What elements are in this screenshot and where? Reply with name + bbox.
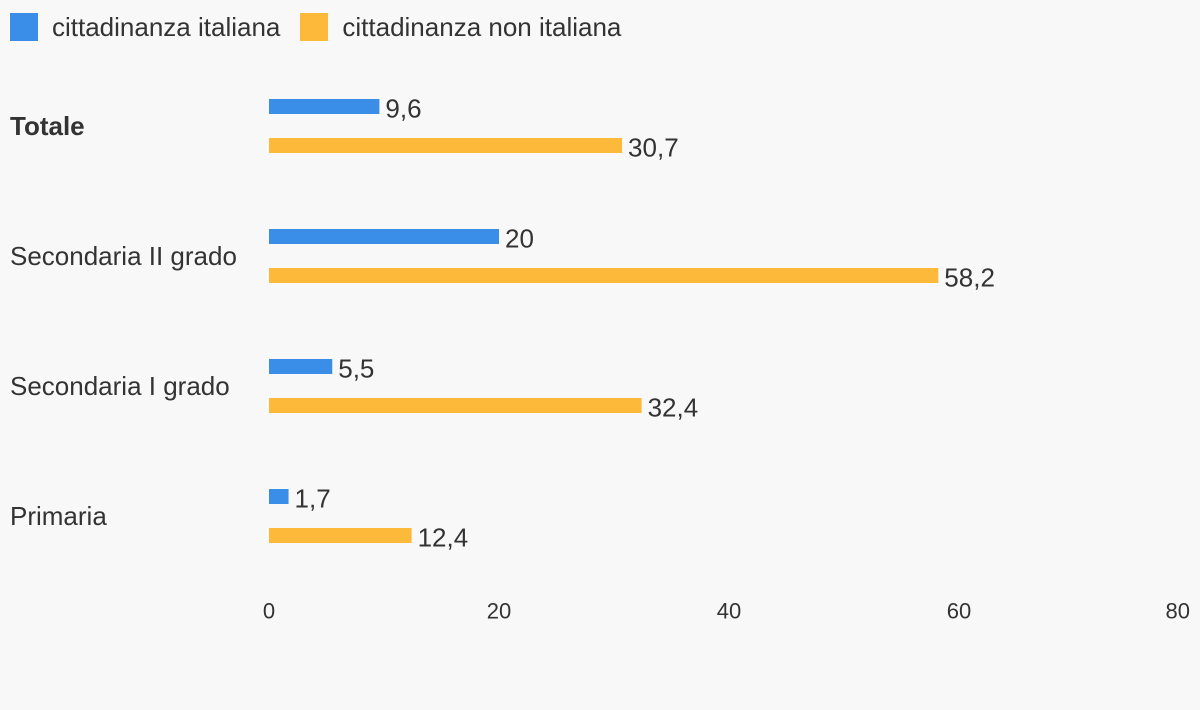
legend-swatch-cittadinanza-non-italiana — [300, 13, 329, 41]
x-tick-label: 0 — [263, 599, 275, 624]
value-label-cittadinanza-italiana-secondaria-ii-grado: 20 — [505, 224, 534, 254]
value-label-cittadinanza-italiana-secondaria-i-grado: 5,5 — [338, 354, 374, 384]
bar-cittadinanza-non-italiana-secondaria-ii-grado[interactable] — [269, 268, 939, 283]
category-label-secondaria-ii-grado: Secondaria II grado — [10, 241, 237, 271]
bar-cittadinanza-non-italiana-secondaria-i-grado[interactable] — [269, 398, 642, 413]
category-label-secondaria-i-grado: Secondaria I grado — [10, 371, 230, 401]
bar-cittadinanza-italiana-totale[interactable] — [269, 99, 380, 114]
value-label-cittadinanza-non-italiana-secondaria-i-grado: 32,4 — [648, 393, 699, 423]
legend-item-cittadinanza-non-italiana[interactable]: cittadinanza non italiana — [300, 12, 621, 43]
category-label-primaria: Primaria — [10, 501, 107, 531]
value-label-cittadinanza-non-italiana-totale: 30,7 — [628, 133, 679, 163]
legend-label-cittadinanza-italiana: cittadinanza italiana — [52, 11, 281, 42]
x-tick-label: 60 — [947, 599, 971, 624]
category-label-totale: Totale — [10, 111, 85, 141]
bar-cittadinanza-italiana-secondaria-ii-grado[interactable] — [269, 229, 499, 244]
bar-cittadinanza-non-italiana-primaria[interactable] — [269, 528, 412, 543]
legend-swatch-cittadinanza-italiana — [10, 13, 38, 41]
legend-item-cittadinanza-italiana[interactable]: cittadinanza italiana — [10, 12, 280, 43]
x-tick-label: 40 — [717, 599, 741, 624]
bar-cittadinanza-italiana-primaria[interactable] — [269, 489, 289, 504]
value-label-cittadinanza-non-italiana-primaria: 12,4 — [418, 523, 469, 553]
x-tick-label: 80 — [1166, 599, 1190, 624]
value-label-cittadinanza-italiana-totale: 9,6 — [385, 94, 421, 124]
legend-label-cittadinanza-non-italiana: cittadinanza non italiana — [342, 11, 622, 42]
chart-legend: cittadinanza italiana cittadinanza non i… — [10, 9, 641, 45]
value-label-cittadinanza-italiana-primaria: 1,7 — [295, 484, 331, 514]
bar-cittadinanza-italiana-secondaria-i-grado[interactable] — [269, 359, 333, 374]
value-label-cittadinanza-non-italiana-secondaria-ii-grado: 58,2 — [944, 263, 995, 293]
x-tick-label: 20 — [487, 599, 511, 624]
bar-cittadinanza-non-italiana-totale[interactable] — [269, 138, 623, 153]
